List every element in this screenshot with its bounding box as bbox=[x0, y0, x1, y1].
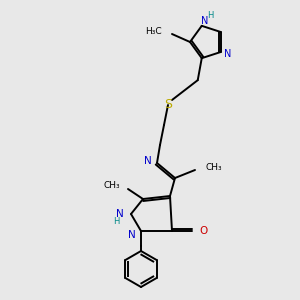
Text: CH₃: CH₃ bbox=[103, 182, 120, 190]
Text: O: O bbox=[199, 226, 207, 236]
Text: H: H bbox=[112, 218, 119, 226]
Text: N: N bbox=[224, 49, 231, 59]
Text: N: N bbox=[201, 16, 208, 26]
Text: N: N bbox=[144, 156, 152, 166]
Text: S: S bbox=[164, 98, 172, 112]
Text: CH₃: CH₃ bbox=[205, 164, 222, 172]
Text: H: H bbox=[208, 11, 214, 20]
Text: N: N bbox=[116, 209, 124, 219]
Text: N: N bbox=[128, 230, 136, 240]
Text: H₃C: H₃C bbox=[146, 26, 162, 35]
